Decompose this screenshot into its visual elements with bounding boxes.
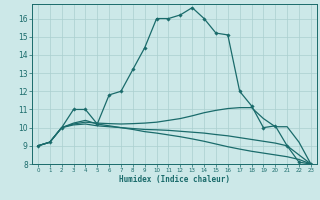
- X-axis label: Humidex (Indice chaleur): Humidex (Indice chaleur): [119, 175, 230, 184]
